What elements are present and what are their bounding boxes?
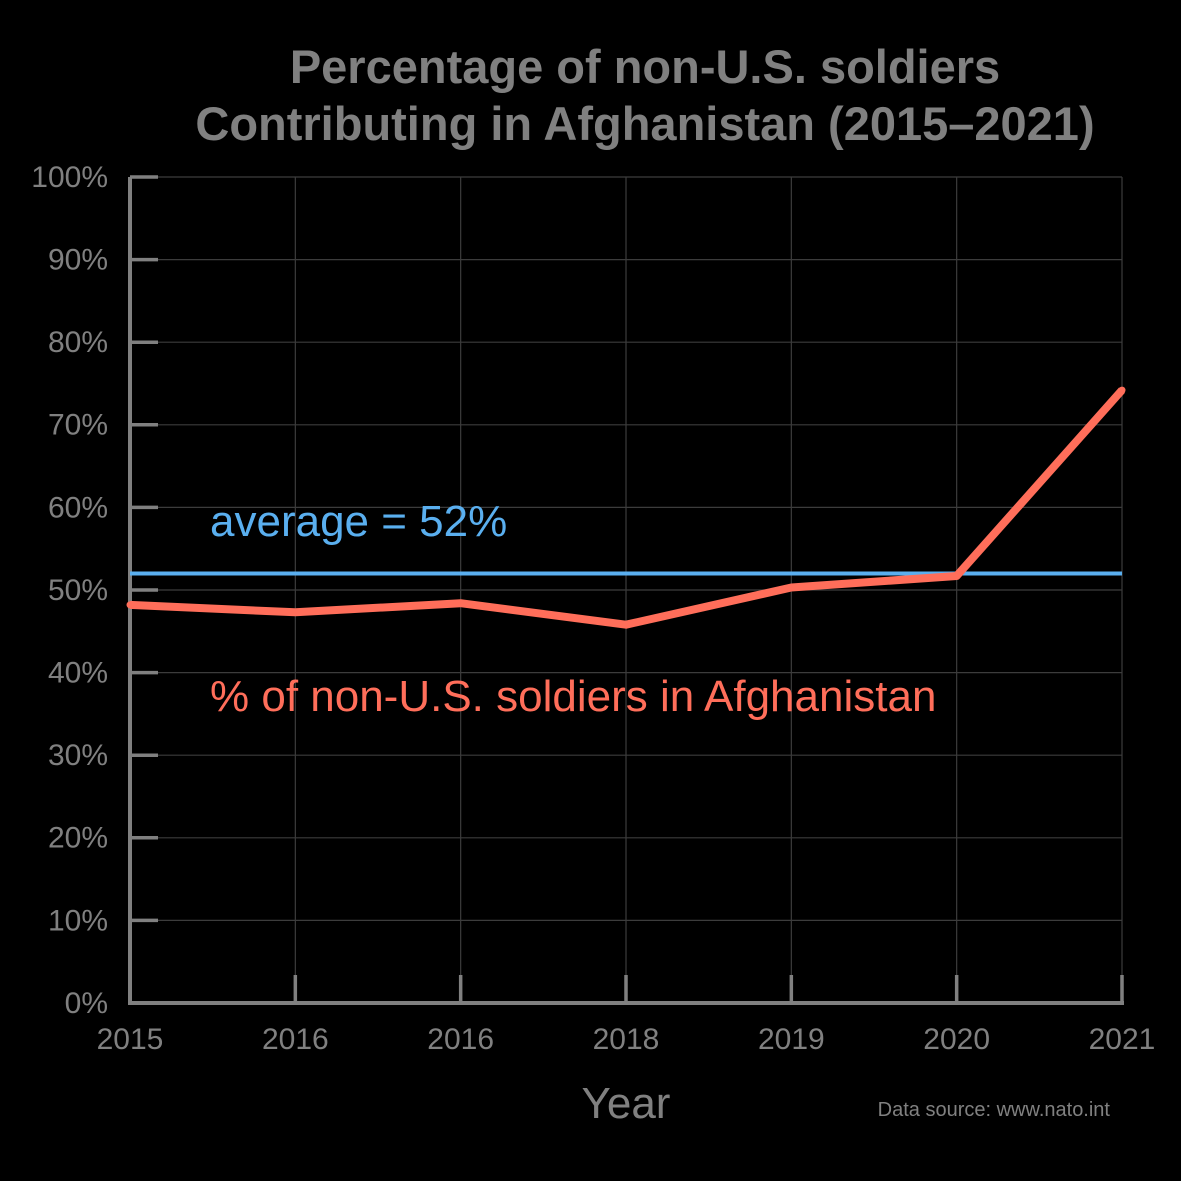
chart-title-line-2: Contributing in Afghanistan (2015–2021) [195,97,1094,150]
data-point [457,599,465,607]
x-tick-label: 2016 [262,1023,329,1056]
grid-layer [130,176,1123,1003]
y-tick-label: 60% [48,491,108,524]
data-point [787,584,795,592]
x-tick-label: 2021 [1089,1023,1156,1056]
x-tick-label: 2018 [593,1023,660,1056]
y-tick-label: 50% [48,574,108,607]
series-layer [126,386,1126,629]
y-tick-label: 20% [48,822,108,855]
y-tick-label: 80% [48,326,108,359]
x-tick-label: 2020 [923,1023,990,1056]
y-tick-label: 70% [48,409,108,442]
y-tick-label: 10% [48,904,108,937]
x-tick-label: 2016 [427,1023,494,1056]
y-tick-label: 100% [31,161,108,194]
y-tick-label: 30% [48,739,108,772]
x-tick-label: 2015 [97,1023,164,1056]
y-tick-label: 40% [48,657,108,690]
data-point [622,621,630,629]
y-tick-label: 90% [48,244,108,277]
average-annotation: average = 52% [210,497,507,546]
x-tick-label: 2019 [758,1023,825,1056]
data-point [1118,386,1126,394]
chart-title-line-1: Percentage of non-U.S. soldiers [290,40,1000,93]
data-point [291,608,299,616]
series-annotation: % of non-U.S. soldiers in Afghanistan [210,672,936,721]
data-source-note: Data source: www.nato.int [878,1099,1111,1121]
data-point [953,572,961,580]
data-point [126,601,134,609]
axis-layer: 0% 10% 20% 30% 40% 50% 60% 70% 80% 90% 100% 2015 201… [31,161,1155,1056]
x-axis-label: Year [582,1079,671,1128]
y-tick-label: 0% [65,987,108,1020]
